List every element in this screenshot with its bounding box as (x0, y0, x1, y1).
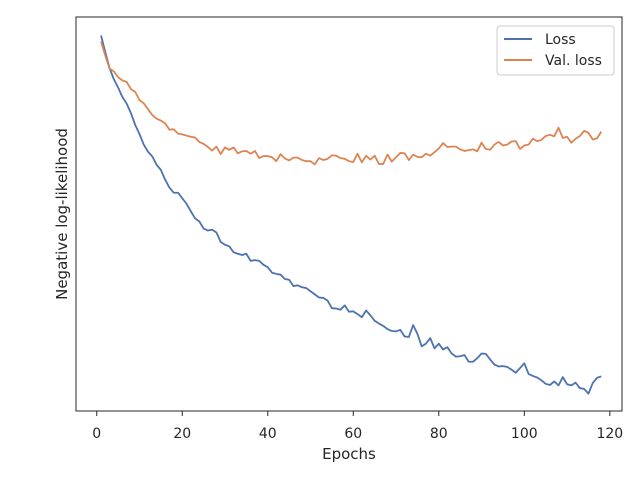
series-line-val-loss (100, 41, 603, 166)
x-tick-label: 120 (596, 426, 623, 442)
x-axis: 0 20 40 60 80 100 120 (92, 411, 623, 442)
plot-area (76, 17, 622, 411)
x-tick-label: 80 (430, 426, 448, 442)
legend-label-val-loss: Val. loss (545, 53, 602, 69)
legend-label-loss: Loss (545, 32, 576, 48)
series-line-loss (100, 35, 602, 395)
x-tick-label: 60 (344, 426, 362, 442)
x-tick-label: 100 (511, 426, 538, 442)
x-tick-label: 40 (259, 426, 277, 442)
plot-frame (75, 16, 623, 412)
y-axis-label: Negative log-likelihood (53, 128, 71, 300)
x-tick-label: 20 (173, 426, 191, 442)
x-tick-label: 0 (92, 426, 101, 442)
x-axis-label: Epochs (322, 445, 376, 463)
legend: Loss Val. loss (496, 25, 615, 76)
series-layer (100, 35, 603, 395)
